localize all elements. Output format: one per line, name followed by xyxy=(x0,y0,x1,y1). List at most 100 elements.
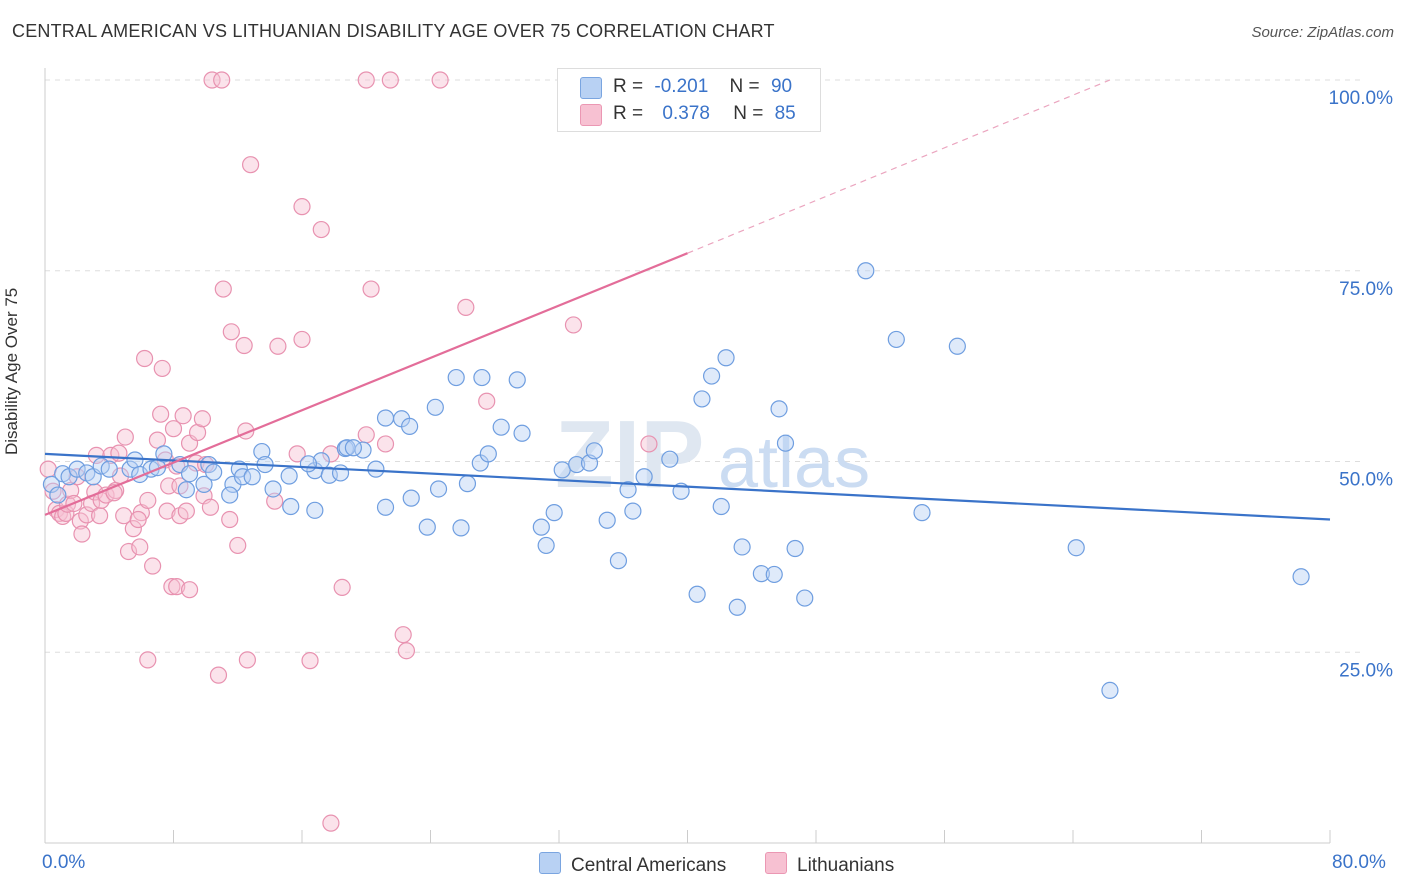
data-point-central-americans xyxy=(126,451,144,469)
data-point-lithuanians xyxy=(301,652,319,670)
data-point-central-americans xyxy=(728,598,746,616)
data-point-lithuanians xyxy=(203,71,221,89)
data-point-central-americans xyxy=(426,398,444,416)
data-point-lithuanians xyxy=(394,626,412,644)
data-point-lithuanians xyxy=(362,280,380,298)
legend-text-pink: R = 0.378 N = 85 xyxy=(613,103,796,125)
trendline-lithuanians xyxy=(44,252,688,516)
data-point-central-americans xyxy=(367,460,385,478)
data-point-lithuanians xyxy=(564,316,583,334)
data-point-central-americans xyxy=(537,536,555,555)
data-point-lithuanians xyxy=(163,578,181,596)
watermark: ZIP xyxy=(555,401,704,508)
data-point-central-americans xyxy=(121,460,139,478)
data-point-lithuanians xyxy=(235,336,253,355)
data-point-central-americans xyxy=(688,585,706,603)
data-point-central-americans xyxy=(545,504,563,522)
bottom-legend-label: Lithuanians xyxy=(797,855,895,876)
data-point-lithuanians xyxy=(431,71,449,89)
data-point-lithuanians xyxy=(209,666,228,684)
data-point-central-americans xyxy=(344,439,362,457)
axis-layer xyxy=(44,68,1331,844)
data-point-lithuanians xyxy=(131,538,149,556)
data-point-central-americans xyxy=(264,480,282,498)
data-point-central-americans xyxy=(776,434,795,452)
data-point-central-americans xyxy=(1292,568,1310,586)
data-point-lithuanians xyxy=(180,581,199,599)
bottom-legend-lithuanians: Lithuanians xyxy=(765,852,894,877)
data-point-central-americans xyxy=(733,538,751,556)
data-point-lithuanians xyxy=(381,71,399,89)
legend-r-label: R = xyxy=(613,103,644,124)
data-point-central-americans xyxy=(376,498,395,516)
data-point-central-americans xyxy=(100,460,118,478)
data-point-central-americans xyxy=(376,409,395,427)
legend: R = -0.201 N = 90 R = 0.378 N = 85 xyxy=(557,68,821,132)
source-label: Source: ZipAtlas.com xyxy=(1251,24,1394,41)
watermark-atlas: atlas xyxy=(718,423,870,503)
data-point-central-americans xyxy=(253,442,271,461)
data-point-lithuanians xyxy=(293,198,311,216)
data-point-central-americans xyxy=(553,461,571,479)
data-point-central-americans xyxy=(331,464,350,482)
data-point-lithuanians xyxy=(168,578,186,596)
legend-text-blue: R = -0.201 N = 90 xyxy=(613,76,792,98)
data-point-central-americans xyxy=(712,497,730,516)
legend-swatch-pink xyxy=(580,104,602,126)
data-point-central-americans xyxy=(948,337,966,355)
data-point-central-americans xyxy=(479,445,497,463)
data-point-central-americans xyxy=(857,262,875,280)
y-tick-labels: 25.0% 50.0% 75.0% 100.0% xyxy=(1329,88,1394,681)
data-point-lithuanians xyxy=(193,410,212,428)
data-point-central-americans xyxy=(693,390,711,408)
data-point-central-americans xyxy=(492,418,510,436)
data-point-lithuanians xyxy=(221,510,239,529)
bottom-legend-central-americans: Central Americans xyxy=(539,852,726,877)
data-point-central-americans xyxy=(49,486,67,504)
data-point-lithuanians xyxy=(71,512,89,530)
data-point-central-americans xyxy=(452,519,470,537)
series-lithuanians xyxy=(39,71,698,832)
data-point-central-americans xyxy=(401,417,419,436)
data-point-lithuanians xyxy=(376,435,395,453)
data-point-central-americans xyxy=(508,371,526,389)
data-point-central-americans xyxy=(195,475,213,493)
data-point-lithuanians xyxy=(214,280,232,298)
data-point-central-americans xyxy=(786,539,804,558)
data-point-lithuanians xyxy=(139,651,157,669)
data-point-central-americans xyxy=(765,565,783,584)
data-point-central-americans xyxy=(221,486,239,504)
data-point-lithuanians xyxy=(73,525,91,543)
data-point-lithuanians xyxy=(62,481,80,500)
data-point-central-americans xyxy=(282,497,300,516)
legend-r-label: R = xyxy=(613,76,644,97)
data-point-lithuanians xyxy=(288,445,306,463)
bottom-legend-swatch-blue xyxy=(539,852,561,874)
data-point-central-americans xyxy=(299,455,318,473)
data-point-lithuanians xyxy=(397,642,416,660)
data-point-lithuanians xyxy=(116,428,134,446)
data-point-lithuanians xyxy=(238,651,256,669)
chart-title: CENTRAL AMERICAN VS LITHUANIAN DISABILIT… xyxy=(12,21,775,41)
data-point-lithuanians xyxy=(357,71,375,89)
data-point-central-americans xyxy=(243,468,261,486)
data-point-central-americans xyxy=(280,467,298,485)
data-point-central-americans xyxy=(532,518,550,536)
data-point-central-americans xyxy=(568,455,586,474)
y-tick-label: 25.0% xyxy=(1339,660,1393,681)
data-point-central-americans xyxy=(717,349,735,367)
data-point-lithuanians xyxy=(39,460,57,478)
y-tick-label: 100.0% xyxy=(1329,88,1394,109)
data-point-central-americans xyxy=(702,367,721,385)
data-point-central-americans xyxy=(177,481,195,499)
data-point-central-americans xyxy=(473,368,491,387)
data-point-lithuanians xyxy=(312,220,330,239)
data-point-lithuanians xyxy=(242,156,260,174)
data-point-lithuanians xyxy=(478,392,496,410)
data-point-central-americans xyxy=(402,489,420,507)
y-axis-label: Disability Age Over 75 xyxy=(2,287,21,455)
data-point-lithuanians xyxy=(91,507,109,525)
data-point-central-americans xyxy=(233,468,252,486)
data-point-central-americans xyxy=(635,468,653,486)
